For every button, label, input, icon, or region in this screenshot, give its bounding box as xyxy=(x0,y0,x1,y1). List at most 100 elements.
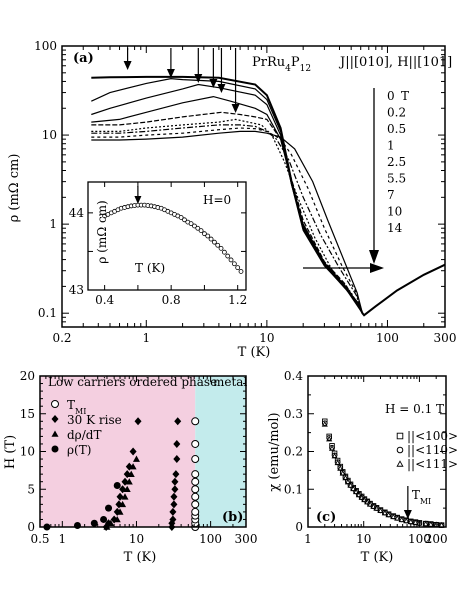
inset-x-tick-label: 0.4 xyxy=(95,293,114,307)
b-legend-label: 30 K rise xyxy=(67,413,122,427)
panel-c-ylabel: χ (emu/mol) xyxy=(267,412,282,491)
panel-c-legend: ||<100>||<110>||<111> xyxy=(396,429,458,471)
inset-points xyxy=(102,202,244,274)
b-x-tick-label: 0.5 xyxy=(30,532,49,546)
y-tick-label: 0.1 xyxy=(38,306,57,320)
b-x-tick-label: 100 xyxy=(199,532,222,546)
point-diamond xyxy=(169,515,177,524)
x-tick-label: 10 xyxy=(259,331,274,345)
inset-point xyxy=(211,239,217,245)
c-point-open-triangle xyxy=(370,503,377,509)
point-diamond xyxy=(173,439,181,448)
anomaly-arrow-head xyxy=(231,104,240,113)
series-line-14T xyxy=(91,130,363,314)
inset-arrow xyxy=(134,186,142,204)
legend-field-7: 7 xyxy=(387,188,395,202)
point-triangle xyxy=(113,515,121,523)
c-point-open-triangle xyxy=(373,505,380,511)
region-label-ordered: Low carriers ordered phase xyxy=(48,375,217,389)
inset-point xyxy=(202,231,207,237)
c-x-tick-label: 1 xyxy=(304,532,312,546)
c-point-open-triangle xyxy=(377,507,384,514)
c-y-tick-label: 0.2 xyxy=(284,445,303,459)
c-y-tick-label: 0.4 xyxy=(284,369,303,383)
panel-a-label: (a) xyxy=(73,51,94,66)
series-line-0-5T xyxy=(91,83,363,314)
panel-b-ticks: 0.5 1 10 100 300 0 5 10 15 20 xyxy=(20,369,258,546)
inset-point xyxy=(188,221,194,227)
inset-point xyxy=(221,249,227,255)
y-tick-label: 1 xyxy=(49,217,57,231)
panel-a-compound: PrRu4P12 xyxy=(252,55,311,74)
legend-field-5-5: 5.5 xyxy=(387,172,406,186)
point-triangle xyxy=(121,493,129,500)
inset-x-tick-label: 1.2 xyxy=(228,293,247,307)
c-point-open-triangle xyxy=(394,515,401,521)
b-legend-marker-filled-circle xyxy=(51,445,59,453)
inset-point xyxy=(198,228,204,234)
point-filled-circle xyxy=(100,515,108,523)
c-legend-label: ||<110> xyxy=(407,443,458,457)
panel-a-anomaly-arrows xyxy=(123,48,240,113)
legend-field-0-2: 0.2 xyxy=(387,106,406,120)
point-diamond xyxy=(172,470,180,479)
panel-a-frame xyxy=(61,45,446,328)
series-line-1T xyxy=(91,95,363,314)
x-tick-label: 1 xyxy=(142,331,150,345)
panel-c-points xyxy=(321,418,445,528)
panel-a-xlabel: T (K) xyxy=(238,345,271,360)
c-legend-marker-open-circle xyxy=(396,446,404,454)
inset-ylabel: ρ (mΩ cm) xyxy=(95,200,109,263)
legend-field-10: 10 xyxy=(387,205,402,219)
b-y-tick-label: 0 xyxy=(27,520,35,534)
c-point-open-triangle xyxy=(407,518,414,525)
x-tick-label: 300 xyxy=(434,331,457,345)
panel-a-configuration: J||[010], H||[101] xyxy=(338,55,452,70)
inset-frame xyxy=(87,181,247,291)
point-diamond xyxy=(134,417,142,426)
legend-field-14: 14 xyxy=(387,221,403,235)
c-x-tick-label: 100 xyxy=(408,532,431,546)
region-metal xyxy=(195,376,246,527)
c-point-open-triangle xyxy=(339,470,346,476)
y-tick-label: 10 xyxy=(42,128,57,142)
c-legend-marker-open-square xyxy=(396,432,404,440)
legend-field-1: 1 xyxy=(387,139,395,153)
c-point-open-triangle xyxy=(364,498,371,505)
b-legend-label: ρ(T) xyxy=(67,443,91,457)
point-filled-circle xyxy=(90,519,98,527)
inset-point xyxy=(192,223,197,229)
anomaly-arrow-head xyxy=(166,69,175,78)
b-x-tick-label: 1 xyxy=(59,532,67,546)
c-point-open-triangle xyxy=(385,511,392,518)
panel-a-tmi-arrow-head xyxy=(370,263,384,273)
c-point-open-triangle xyxy=(403,517,410,524)
point-open-circle xyxy=(191,485,200,494)
point-filled-circle xyxy=(105,504,113,512)
inset-point xyxy=(195,225,201,231)
c-point-open-triangle xyxy=(427,521,434,527)
c-point-open-triangle xyxy=(326,435,333,442)
point-diamond xyxy=(174,417,182,426)
c-point-open-triangle xyxy=(353,488,360,495)
inset-xlabel: T (K) xyxy=(135,261,165,275)
c-point-open-triangle xyxy=(344,478,351,485)
panel-a-inset: 0.4 0.8 1.2 43 44 H=0 T (K) ρ (mΩ cm) xyxy=(69,181,247,307)
c-point-open-triangle xyxy=(390,513,397,520)
point-open-circle xyxy=(191,492,200,501)
inset-x-tick-label: 0.8 xyxy=(162,293,181,307)
point-triangle xyxy=(107,519,115,527)
panel-a-ylabel: ρ (mΩ cm) xyxy=(7,154,22,223)
c-y-tick-label: 0.1 xyxy=(284,482,303,496)
point-triangle xyxy=(123,485,131,493)
point-diamond xyxy=(116,492,124,501)
inset-ticks: 0.4 0.8 1.2 43 44 xyxy=(69,182,247,307)
c-legend-marker-open-triangle xyxy=(396,460,404,467)
panel-b-xlabel: T (K) xyxy=(124,550,157,565)
point-open-circle xyxy=(191,500,200,509)
b-x-tick-label: 300 xyxy=(235,532,258,546)
point-diamond xyxy=(170,492,178,501)
c-point-open-triangle xyxy=(337,465,344,471)
